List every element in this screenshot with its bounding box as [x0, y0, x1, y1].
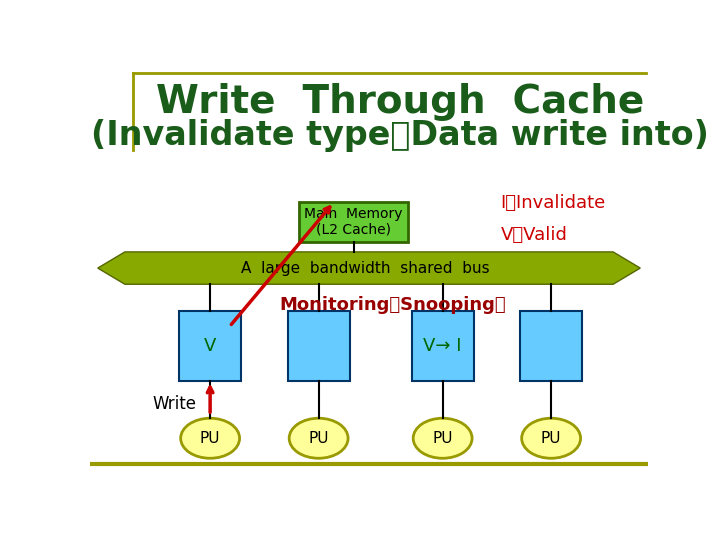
Text: (Invalidate type：Data write into): (Invalidate type：Data write into): [91, 119, 709, 152]
FancyBboxPatch shape: [300, 202, 408, 242]
Polygon shape: [98, 252, 640, 284]
FancyBboxPatch shape: [179, 311, 241, 381]
Ellipse shape: [289, 418, 348, 458]
FancyBboxPatch shape: [520, 311, 582, 381]
Text: PU: PU: [541, 431, 562, 445]
Text: PU: PU: [433, 431, 453, 445]
Text: V→ I: V→ I: [423, 337, 462, 355]
Text: I：Invalidate
V：Valid: I：Invalidate V：Valid: [500, 194, 606, 244]
FancyBboxPatch shape: [287, 311, 350, 381]
Ellipse shape: [522, 418, 580, 458]
Text: V: V: [204, 337, 216, 355]
Ellipse shape: [413, 418, 472, 458]
Text: PU: PU: [200, 431, 220, 445]
Text: Monitoring（Snooping）: Monitoring（Snooping）: [279, 296, 505, 314]
Text: A  large  bandwidth  shared  bus: A large bandwidth shared bus: [240, 261, 490, 275]
Text: Main  Memory
(L2 Cache): Main Memory (L2 Cache): [305, 207, 402, 237]
Ellipse shape: [181, 418, 240, 458]
Text: Write: Write: [152, 395, 196, 413]
Text: PU: PU: [308, 431, 329, 445]
FancyBboxPatch shape: [412, 311, 474, 381]
Text: Write  Through  Cache: Write Through Cache: [156, 83, 644, 121]
